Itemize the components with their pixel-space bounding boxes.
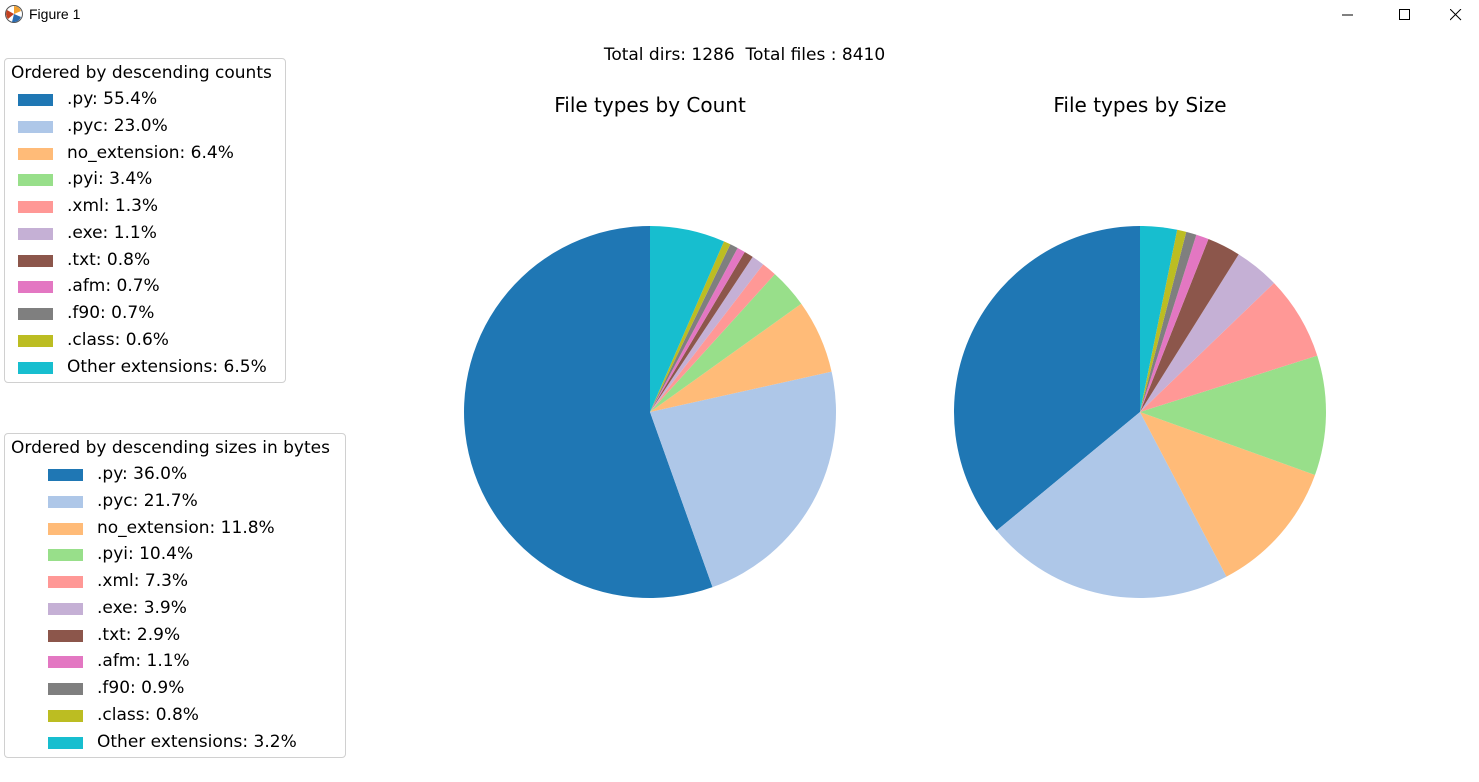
size-slice-exe: [1140, 254, 1274, 412]
pie-count-title: File types by Count: [554, 93, 746, 117]
maximize-icon: [1399, 9, 1410, 20]
size-legend-swatch: [48, 522, 83, 535]
count-legend-label: .xml: 1.3%: [67, 196, 159, 216]
size-legend-label: .afm: 1.1%: [97, 651, 190, 672]
close-icon: [1450, 9, 1462, 21]
count-slice-txt: [650, 251, 753, 412]
size-legend-label: .pyi: 10.4%: [97, 544, 194, 565]
window-titlebar: Figure 1: [0, 0, 1479, 30]
count-legend-swatch: [18, 201, 53, 213]
count-slice-afm: [650, 247, 745, 412]
legend-size-title: Ordered by descending sizes in bytes: [11, 438, 330, 458]
legend-count-title: Ordered by descending counts: [11, 63, 272, 83]
size-legend-swatch: [48, 656, 83, 669]
size-legend-swatch: [48, 576, 83, 588]
count-slice-other-extensions: [650, 226, 724, 412]
pie-size-title: File types by Size: [1053, 93, 1227, 117]
count-slice-xml: [650, 264, 775, 412]
count-legend-swatch: [18, 334, 53, 347]
figure-suptitle: Total dirs: 1286 Total files : 8410: [603, 45, 886, 65]
size-legend-label: no_extension: 11.8%: [97, 517, 275, 538]
size-legend-label: .class: 0.8%: [97, 704, 199, 725]
count-legend-swatch: [18, 308, 53, 320]
count-legend-label: Other extensions: 6.5%: [67, 356, 267, 377]
size-legend-swatch: [48, 602, 83, 615]
count-legend-swatch: [18, 120, 53, 133]
count-legend-label: .afm: 0.7%: [67, 276, 160, 297]
count-slice-pyi: [650, 274, 802, 412]
count-slice-exe: [650, 256, 764, 412]
count-legend-label: .f90: 0.7%: [67, 303, 155, 323]
count-legend-label: no_extension: 6.4%: [67, 142, 234, 163]
size-legend-label: .exe: 3.9%: [97, 597, 187, 618]
size-legend-label: Other extensions: 3.2%: [97, 731, 297, 752]
size-legend-swatch: [48, 495, 83, 508]
size-legend-label: .pyc: 21.7%: [97, 490, 198, 511]
size-legend-swatch: [48, 736, 83, 749]
size-legend-label: .txt: 2.9%: [97, 624, 181, 645]
count-legend-label: .exe: 1.1%: [67, 222, 157, 243]
size-legend-label: .f90: 0.9%: [97, 678, 185, 698]
size-slice-py: [953, 226, 1140, 531]
count-legend-swatch: [18, 281, 53, 294]
count-legend-label: .class: 0.6%: [67, 329, 169, 350]
count-legend-label: .pyi: 3.4%: [67, 169, 153, 190]
count-legend-swatch: [18, 227, 53, 240]
count-legend-label: .py: 55.4%: [67, 89, 158, 109]
count-slice-f90: [650, 244, 738, 412]
close-button[interactable]: [1433, 0, 1479, 30]
count-slice-class: [650, 241, 731, 412]
count-legend-swatch: [18, 94, 53, 106]
size-slice-f90: [1140, 231, 1197, 412]
size-slice-no-extension: [1140, 412, 1315, 577]
size-legend-swatch: [48, 469, 83, 481]
count-legend-swatch: [18, 174, 53, 187]
minimize-button[interactable]: [1325, 0, 1371, 30]
count-slice-no-extension: [650, 303, 832, 412]
count-slice-pyc: [650, 371, 837, 588]
count-legend-swatch: [18, 147, 53, 160]
legend-by-size[interactable]: Ordered by descending sizes in bytes .py…: [4, 433, 346, 758]
count-legend-label: .pyc: 23.0%: [67, 115, 168, 136]
size-legend-swatch: [48, 683, 83, 695]
matplotlib-app-icon: [4, 4, 24, 24]
size-legend-label: .py: 36.0%: [97, 464, 188, 484]
legend-by-count[interactable]: Ordered by descending counts .py: 55.4%.…: [4, 58, 286, 383]
count-legend-swatch: [18, 254, 53, 267]
size-legend-swatch: [48, 709, 83, 722]
size-slice-pyc: [996, 412, 1227, 598]
window-title: Figure 1: [29, 6, 81, 22]
size-legend-swatch: [48, 629, 83, 642]
count-slice-py: [464, 226, 713, 598]
count-legend-swatch: [18, 361, 53, 374]
count-legend-label: .txt: 0.8%: [67, 249, 151, 270]
maximize-button[interactable]: [1382, 0, 1428, 30]
size-slice-xml: [1140, 282, 1318, 412]
size-legend-label: .xml: 7.3%: [97, 571, 189, 591]
size-legend-swatch: [48, 549, 83, 562]
size-slice-other-extensions: [1140, 226, 1178, 412]
size-slice-afm: [1140, 234, 1209, 412]
size-slice-txt: [1140, 239, 1239, 412]
size-slice-class: [1140, 229, 1187, 412]
size-slice-pyi: [1140, 355, 1326, 476]
minimize-icon: [1342, 14, 1353, 16]
